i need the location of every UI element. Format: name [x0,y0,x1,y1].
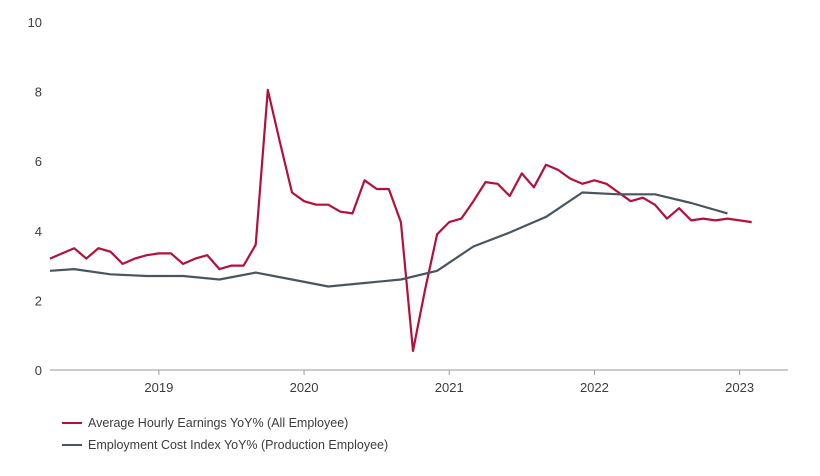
y-axis-tick-labels: 0 2 4 6 8 10 [28,15,42,378]
x-tick-label: 2020 [290,380,319,395]
employment-cost-index-line [49,191,728,288]
y-tick-label: 10 [28,15,42,30]
x-axis-ticks: 2019 2020 2021 2022 2023 [144,370,754,395]
legend-label: Average Hourly Earnings YoY% (All Employ… [88,416,349,430]
legend-item-employment-cost-index: Employment Cost Index YoY% (Production E… [62,434,388,456]
average-hourly-earnings-line [49,88,752,352]
x-tick-label: 2022 [580,380,609,395]
series-lines [49,88,752,352]
legend-swatch [62,422,82,424]
legend-item-average-hourly-earnings: Average Hourly Earnings YoY% (All Employ… [62,412,388,434]
legend-swatch [62,444,82,446]
y-tick-label: 8 [35,85,42,100]
y-tick-label: 6 [35,154,42,169]
legend-label: Employment Cost Index YoY% (Production E… [88,438,389,452]
line-chart: 0 2 4 6 8 10 2019 2020 2021 2022 2023 [28,15,788,395]
x-tick-label: 2023 [725,380,754,395]
x-tick-label: 2019 [144,380,173,395]
legend: Average Hourly Earnings YoY% (All Employ… [62,412,388,456]
y-tick-label: 4 [35,224,42,239]
y-tick-label: 2 [35,293,42,308]
y-tick-label: 0 [35,363,42,378]
x-tick-label: 2021 [435,380,464,395]
